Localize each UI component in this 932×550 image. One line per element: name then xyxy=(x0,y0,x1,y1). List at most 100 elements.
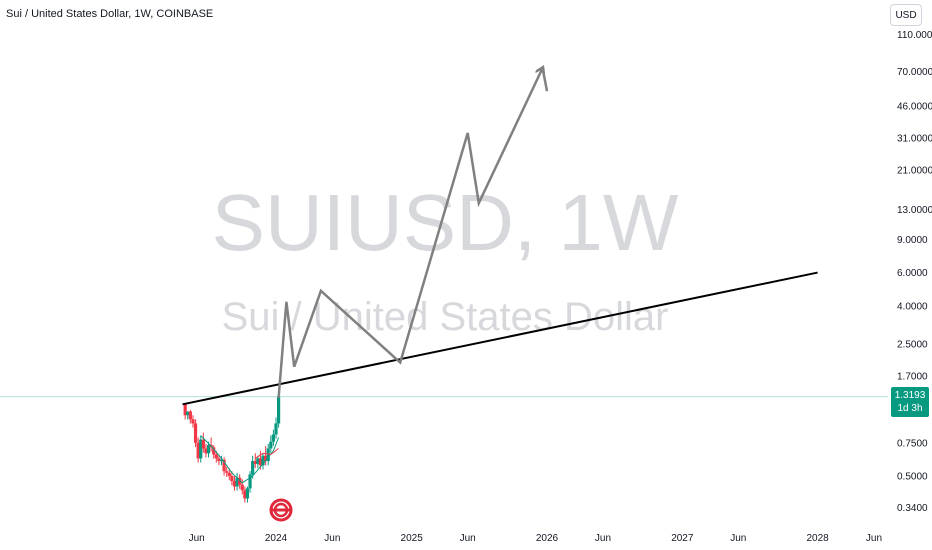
projection-path[interactable] xyxy=(277,68,543,398)
candle xyxy=(225,466,229,477)
candle-body xyxy=(261,455,265,466)
candle xyxy=(219,455,224,466)
candle xyxy=(276,394,281,428)
candle xyxy=(269,435,273,453)
candle xyxy=(274,417,278,439)
candle-body xyxy=(258,458,263,466)
currency-button[interactable]: USD xyxy=(890,4,922,26)
candle-body xyxy=(243,490,247,499)
candle xyxy=(256,455,260,469)
candle xyxy=(248,471,252,493)
moving-average-line xyxy=(200,435,280,484)
candle-body xyxy=(225,471,229,473)
y-tick-label: 70.0000 xyxy=(897,67,932,78)
candle xyxy=(191,415,195,428)
candle-body xyxy=(206,445,211,454)
x-tick-label: 2028 xyxy=(807,533,830,544)
candle-body xyxy=(269,441,273,449)
candle-body xyxy=(266,448,270,462)
projection-arrow-tail xyxy=(541,67,549,92)
y-tick-label: 46.0000 xyxy=(897,101,932,112)
y-tick-label: 9.0000 xyxy=(897,235,928,246)
time-axis[interactable]: Jun 2024 Jun 2025 Jun 2026 Jun 2027 Jun 2028 Jun xyxy=(189,533,882,544)
candle-body xyxy=(196,442,200,459)
candle xyxy=(196,437,200,463)
candle-body xyxy=(253,461,257,464)
bar-countdown-label: 1d 3h xyxy=(897,403,923,414)
x-tick-label: Jun xyxy=(866,533,882,544)
x-tick-label: 2024 xyxy=(265,533,288,544)
moving-average-line xyxy=(254,448,279,459)
candle-body xyxy=(248,474,252,489)
candle xyxy=(227,468,231,481)
candle-body xyxy=(193,423,198,443)
candle xyxy=(201,432,205,453)
candle xyxy=(186,411,190,420)
last-price-badge: 1.3193 1d 3h xyxy=(891,387,929,417)
candle xyxy=(230,471,234,486)
candle xyxy=(261,453,265,470)
candle xyxy=(245,486,250,503)
candle xyxy=(243,486,247,503)
y-tick-label: 4.0000 xyxy=(897,301,928,312)
x-tick-label: Jun xyxy=(595,533,611,544)
candle-body xyxy=(235,477,239,487)
watermark-symbol: SUIUSD, 1W xyxy=(212,178,679,267)
watermark-name: Sui / United States Dollar xyxy=(222,295,669,339)
candle-body xyxy=(222,459,226,472)
candle-body xyxy=(245,488,250,499)
candle-body xyxy=(199,439,203,459)
candle-body xyxy=(186,411,190,416)
y-tick-label: 110.0000 xyxy=(897,30,932,41)
x-tick-label: Jun xyxy=(730,533,746,544)
candle xyxy=(212,445,216,459)
y-tick-label: 0.5000 xyxy=(897,472,928,483)
candle-body xyxy=(227,472,231,476)
candle-body xyxy=(271,434,276,442)
x-tick-label: 2027 xyxy=(671,533,694,544)
candle-body xyxy=(251,461,255,475)
x-tick-label: Jun xyxy=(460,533,476,544)
candle xyxy=(235,472,239,491)
candle xyxy=(183,402,187,420)
candle xyxy=(232,476,237,491)
candle-body xyxy=(219,459,224,462)
y-tick-label: 2.5000 xyxy=(897,340,928,351)
y-tick-label: 21.0000 xyxy=(897,166,932,177)
candle xyxy=(240,479,244,495)
candle-body xyxy=(232,481,237,487)
candle-body xyxy=(217,458,221,462)
y-tick-label: 13.0000 xyxy=(897,205,932,216)
candle xyxy=(264,446,268,466)
candle-body xyxy=(238,477,242,485)
plot-area xyxy=(0,68,888,503)
candle xyxy=(188,409,192,424)
trendline[interactable] xyxy=(182,271,818,406)
y-tick-label: 0.3400 xyxy=(897,503,928,514)
x-tick-label: 2025 xyxy=(401,533,424,544)
candle xyxy=(217,454,221,466)
y-tick-label: 1.7000 xyxy=(897,371,928,382)
candle-body xyxy=(276,396,281,424)
logo-icon xyxy=(269,498,293,522)
candle xyxy=(193,419,198,448)
x-tick-label: Jun xyxy=(189,533,205,544)
candle-body xyxy=(201,439,205,449)
candle-body xyxy=(214,454,218,459)
candle xyxy=(199,435,203,463)
candle-body xyxy=(240,484,244,491)
candle xyxy=(238,474,242,489)
candle xyxy=(251,455,255,479)
candle xyxy=(204,443,208,458)
y-tick-label: 6.0000 xyxy=(897,268,928,279)
y-tick-label: 0.7500 xyxy=(897,438,928,449)
price-axis[interactable]: 110.0000 70.0000 46.0000 31.0000 21.0000 13.0… xyxy=(897,30,932,514)
candle-body xyxy=(230,476,234,482)
last-price-label: 1.3193 xyxy=(894,390,926,401)
candle-body xyxy=(183,404,187,416)
candle-body xyxy=(204,448,208,454)
x-tick-label: 2026 xyxy=(536,533,559,544)
candle xyxy=(253,453,257,469)
candle-body xyxy=(274,423,278,435)
